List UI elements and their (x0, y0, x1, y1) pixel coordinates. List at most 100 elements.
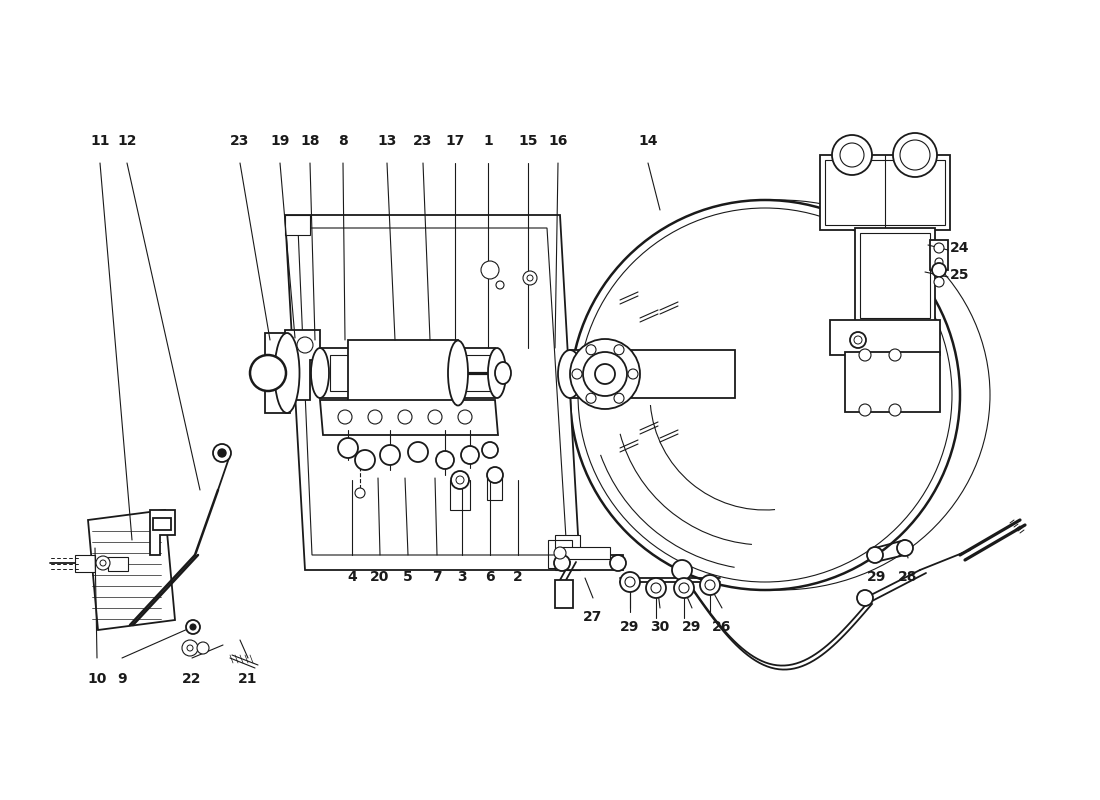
Text: 8: 8 (338, 134, 348, 148)
Text: 23: 23 (414, 134, 432, 148)
Circle shape (595, 364, 615, 384)
Circle shape (379, 445, 400, 465)
Text: 7: 7 (432, 570, 442, 584)
Text: 20: 20 (371, 570, 389, 584)
Bar (450, 480, 470, 510)
Circle shape (570, 339, 640, 409)
Circle shape (620, 572, 640, 592)
Circle shape (889, 404, 901, 416)
Text: 29: 29 (620, 620, 640, 634)
Polygon shape (285, 215, 580, 570)
Text: 17: 17 (446, 134, 464, 148)
Bar (860, 233, 930, 318)
Circle shape (186, 620, 200, 634)
Text: 26: 26 (713, 620, 732, 634)
Text: 24: 24 (950, 241, 969, 255)
Circle shape (614, 394, 624, 403)
Text: 9: 9 (118, 672, 127, 686)
Circle shape (458, 410, 472, 424)
Circle shape (182, 640, 198, 656)
Text: 4: 4 (348, 570, 356, 584)
Circle shape (522, 271, 537, 285)
Polygon shape (285, 215, 310, 235)
Text: 16: 16 (548, 134, 568, 148)
Circle shape (190, 624, 196, 630)
Circle shape (487, 467, 503, 483)
Ellipse shape (488, 348, 506, 398)
Circle shape (554, 555, 570, 571)
Circle shape (482, 442, 498, 458)
Text: 1: 1 (483, 134, 493, 148)
Bar (845, 352, 940, 412)
Bar (320, 348, 495, 398)
Circle shape (934, 277, 944, 287)
Text: 30: 30 (650, 620, 670, 634)
Polygon shape (556, 535, 580, 570)
Circle shape (840, 143, 864, 167)
Ellipse shape (554, 547, 566, 559)
Circle shape (857, 590, 873, 606)
Ellipse shape (311, 348, 329, 398)
Text: 19: 19 (271, 134, 289, 148)
Bar (153, 518, 170, 530)
Circle shape (456, 476, 464, 484)
Circle shape (672, 560, 692, 580)
Circle shape (398, 410, 412, 424)
Text: 14: 14 (638, 134, 658, 148)
Text: 5: 5 (403, 570, 412, 584)
Circle shape (625, 577, 635, 587)
Polygon shape (285, 330, 320, 400)
Polygon shape (150, 510, 175, 555)
Text: 6: 6 (485, 570, 495, 584)
Circle shape (889, 349, 901, 361)
Circle shape (436, 451, 454, 469)
Circle shape (572, 369, 582, 379)
Text: 11: 11 (90, 134, 110, 148)
Text: 21: 21 (239, 672, 257, 686)
Text: 27: 27 (583, 610, 603, 624)
Circle shape (900, 140, 930, 170)
Circle shape (570, 200, 960, 590)
Circle shape (297, 337, 313, 353)
Circle shape (586, 345, 596, 354)
Circle shape (96, 556, 110, 570)
Circle shape (408, 442, 428, 462)
Circle shape (700, 575, 720, 595)
Ellipse shape (495, 362, 512, 384)
Circle shape (705, 580, 715, 590)
Circle shape (854, 336, 862, 344)
Bar (265, 333, 290, 413)
Text: 2: 2 (513, 570, 522, 584)
Circle shape (355, 450, 375, 470)
Text: 22: 22 (183, 672, 201, 686)
Text: 12: 12 (118, 134, 136, 148)
Bar (825, 160, 945, 225)
Bar (558, 555, 623, 570)
Text: 18: 18 (300, 134, 320, 148)
Bar (348, 340, 458, 405)
Circle shape (213, 444, 231, 462)
Circle shape (100, 560, 106, 566)
Text: 15: 15 (518, 134, 538, 148)
Circle shape (197, 642, 209, 654)
Circle shape (428, 410, 442, 424)
Circle shape (496, 281, 504, 289)
Circle shape (934, 243, 944, 253)
Circle shape (368, 410, 382, 424)
Ellipse shape (448, 341, 468, 406)
Bar (330, 355, 490, 391)
Bar (560, 547, 610, 559)
Circle shape (187, 645, 192, 651)
Circle shape (859, 404, 871, 416)
Bar (830, 320, 940, 355)
Text: 28: 28 (899, 570, 917, 584)
Circle shape (586, 394, 596, 403)
Circle shape (628, 369, 638, 379)
Circle shape (935, 258, 943, 266)
Circle shape (527, 275, 534, 281)
Circle shape (461, 446, 478, 464)
Circle shape (481, 261, 499, 279)
Text: 23: 23 (230, 134, 250, 148)
Text: 10: 10 (87, 672, 107, 686)
Circle shape (614, 345, 624, 354)
